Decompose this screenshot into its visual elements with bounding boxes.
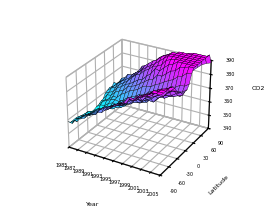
X-axis label: Year: Year (87, 202, 100, 207)
Y-axis label: Latitude: Latitude (207, 174, 229, 196)
